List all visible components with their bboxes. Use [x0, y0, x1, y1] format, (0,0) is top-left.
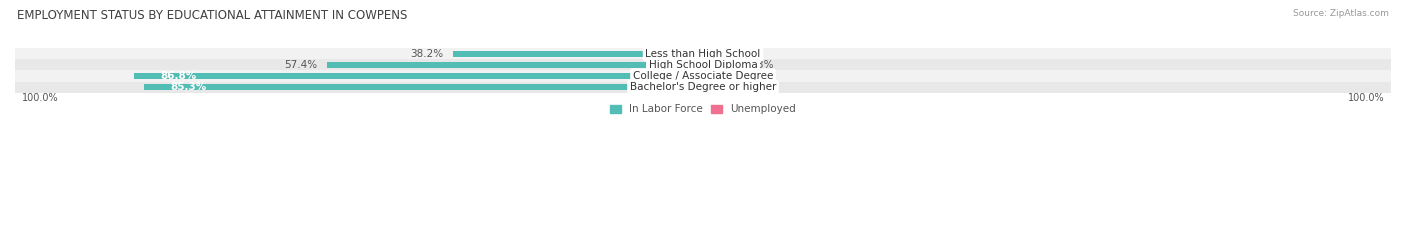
- Bar: [326, 62, 703, 68]
- Text: 86.8%: 86.8%: [160, 71, 197, 81]
- Bar: [143, 84, 703, 90]
- Text: 100.0%: 100.0%: [21, 93, 58, 103]
- Text: College / Associate Degree: College / Associate Degree: [633, 71, 773, 81]
- Text: 2.8%: 2.8%: [731, 82, 758, 92]
- Text: 85.3%: 85.3%: [170, 82, 207, 92]
- Text: Less than High School: Less than High School: [645, 49, 761, 59]
- Text: 0.0%: 0.0%: [713, 49, 740, 59]
- Bar: [15, 48, 1391, 59]
- Text: Source: ZipAtlas.com: Source: ZipAtlas.com: [1294, 9, 1389, 18]
- Bar: [134, 73, 703, 79]
- Text: Bachelor's Degree or higher: Bachelor's Degree or higher: [630, 82, 776, 92]
- Bar: [15, 70, 1391, 82]
- Bar: [703, 62, 738, 68]
- Text: 5.3%: 5.3%: [748, 60, 775, 70]
- Text: EMPLOYMENT STATUS BY EDUCATIONAL ATTAINMENT IN COWPENS: EMPLOYMENT STATUS BY EDUCATIONAL ATTAINM…: [17, 9, 408, 22]
- Text: 57.4%: 57.4%: [284, 60, 318, 70]
- Text: 0.0%: 0.0%: [713, 71, 740, 81]
- Bar: [453, 51, 703, 57]
- Legend: In Labor Force, Unemployed: In Labor Force, Unemployed: [609, 102, 797, 116]
- Bar: [703, 84, 721, 90]
- Bar: [15, 59, 1391, 70]
- Text: 38.2%: 38.2%: [409, 49, 443, 59]
- Bar: [15, 82, 1391, 93]
- Text: 100.0%: 100.0%: [1348, 93, 1385, 103]
- Text: High School Diploma: High School Diploma: [648, 60, 758, 70]
